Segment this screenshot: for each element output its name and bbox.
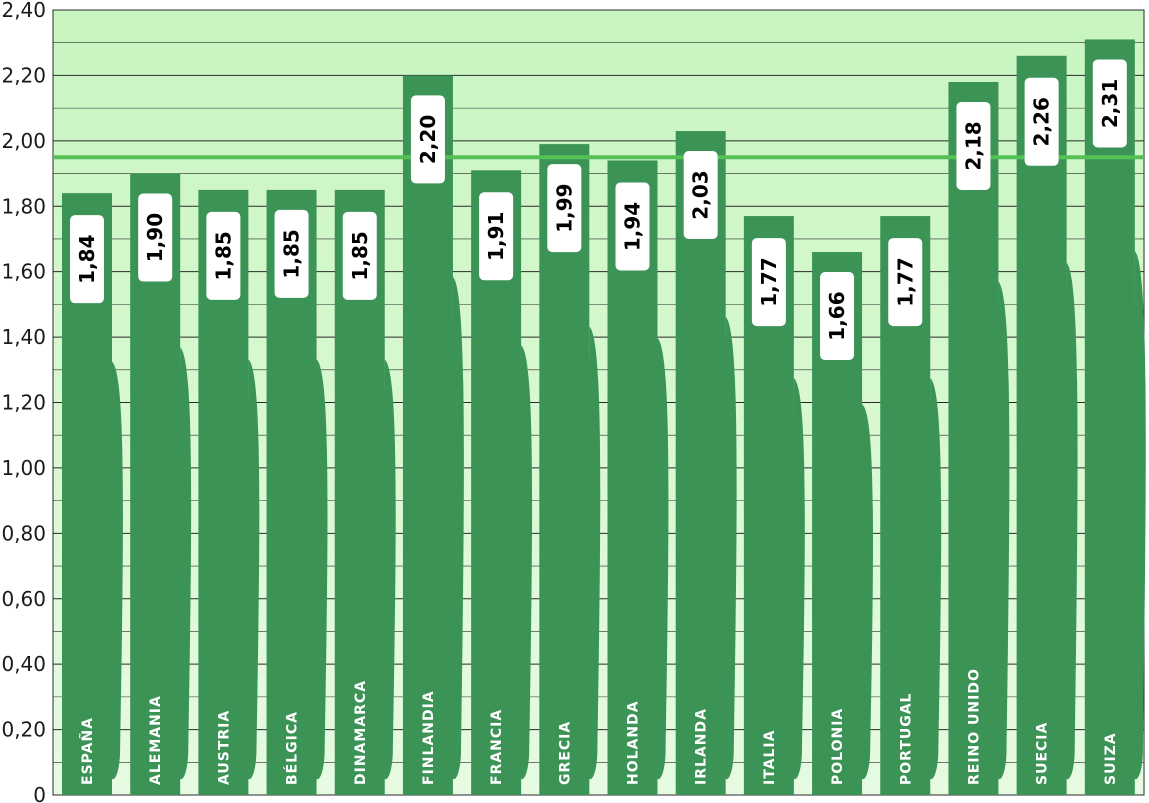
y-tick-label: 1,60 [1, 260, 46, 284]
y-tick-label: 0,80 [1, 521, 46, 545]
y-tick-label: 2,40 [1, 0, 46, 22]
x-category-label: SUECIA [1035, 722, 1051, 785]
bar [539, 144, 601, 795]
bar-ribbon [790, 378, 805, 780]
bar-ribbon [585, 326, 601, 780]
value-label: 1,94 [621, 202, 645, 251]
bar-ribbon [517, 345, 533, 780]
value-label-box [820, 272, 855, 361]
y-tick-label: 0,40 [1, 652, 46, 676]
bar-rect [539, 144, 590, 795]
value-label: 2,18 [961, 121, 985, 170]
bar-ribbon [313, 359, 328, 780]
x-category-label: PORTUGAL [898, 693, 914, 785]
bar [1084, 39, 1146, 795]
bar-rect [948, 81, 999, 796]
y-axis: 0 0,20 0,40 0,60 0,80 1,00 1,20 1,40 1,60 1,80 2,0… [1, 0, 46, 803]
bar-ribbon [244, 359, 260, 780]
y-tick-label: 1,80 [1, 194, 46, 218]
y-tick-label: 1,20 [1, 391, 46, 415]
value-label-box [410, 95, 445, 184]
value-label-box [206, 211, 241, 300]
bar [675, 131, 737, 796]
value-label: 1,90 [143, 213, 167, 262]
value-label: 2,31 [1098, 79, 1122, 128]
value-labels: ESPAÑA 1,84 ALEMANIA 1,90 AUSTRIA 1,85 BÉLGICA… [70, 59, 1127, 785]
bar-rect [1084, 39, 1135, 795]
value-label-box [751, 238, 786, 327]
y-tick-label: 2,00 [1, 129, 46, 153]
bar-rect [675, 131, 726, 796]
x-category-label: POLONIA [830, 708, 846, 785]
bar-ribbon [108, 361, 123, 780]
value-label: 1,85 [348, 231, 372, 280]
bar-ribbon [722, 316, 737, 780]
x-category-label: FINLANDIA [421, 690, 437, 785]
x-category-label: REINO UNIDO [966, 668, 982, 785]
value-label: 1,99 [552, 183, 576, 232]
bar-ribbon [1063, 262, 1078, 780]
x-category-label: ITALIA [762, 730, 778, 785]
bar-ribbon [176, 347, 192, 780]
value-label-box [479, 192, 514, 281]
y-tick-label: 2,20 [1, 63, 46, 87]
x-category-label: FRANCIA [489, 709, 505, 785]
value-label: 1,77 [757, 257, 781, 306]
x-category-label: ESPAÑA [79, 717, 96, 785]
value-label-box [615, 182, 650, 271]
value-label-box [1024, 77, 1059, 166]
bar-ribbon [449, 276, 464, 780]
bar-rect [402, 75, 453, 795]
y-tick-label: 0,60 [1, 587, 46, 611]
bar-rect [1016, 55, 1067, 795]
value-label: 1,85 [280, 229, 304, 278]
value-label-box [274, 209, 309, 298]
y-tick-label: 1,40 [1, 325, 46, 349]
value-label: 1,85 [211, 231, 235, 280]
value-label-box [683, 151, 718, 240]
value-label-box [888, 238, 923, 327]
value-label: 1,84 [75, 234, 99, 283]
x-category-label: BÉLGICA [284, 711, 301, 785]
value-label: 1,77 [893, 257, 917, 306]
y-tick-label: 0,20 [1, 718, 46, 742]
value-label: 1,66 [825, 291, 849, 340]
value-label: 2,26 [1030, 97, 1054, 146]
value-label-box [547, 164, 582, 253]
y-tick-label: 0 [33, 783, 46, 803]
x-category-label: GRECIA [557, 721, 573, 785]
value-label-box [342, 211, 377, 300]
y-tick-label: 1,00 [1, 456, 46, 480]
value-label-box [70, 215, 104, 304]
x-category-label: IRLANDA [694, 708, 710, 785]
x-category-label: DINAMARCA [353, 680, 369, 785]
bar [1016, 55, 1078, 795]
value-label: 1,91 [484, 212, 508, 261]
bar-ribbon [381, 359, 396, 780]
value-label: 2,20 [416, 115, 440, 164]
value-label-box [956, 101, 991, 190]
bar-ribbon [994, 281, 1010, 780]
bar [948, 81, 1010, 796]
bar-ribbon [654, 338, 669, 780]
bar [402, 75, 464, 795]
x-category-label: ALEMANIA [148, 695, 164, 785]
value-label: 2,03 [689, 170, 713, 219]
x-category-label: HOLANDA [626, 700, 642, 785]
bar-ribbon [1131, 250, 1146, 780]
x-category-label: AUSTRIA [216, 710, 232, 785]
bar-ribbon [858, 404, 874, 780]
value-label-box [1092, 59, 1127, 148]
x-category-label: SUIZA [1103, 732, 1119, 785]
value-label-box [138, 193, 173, 282]
bar-ribbon [926, 378, 942, 780]
